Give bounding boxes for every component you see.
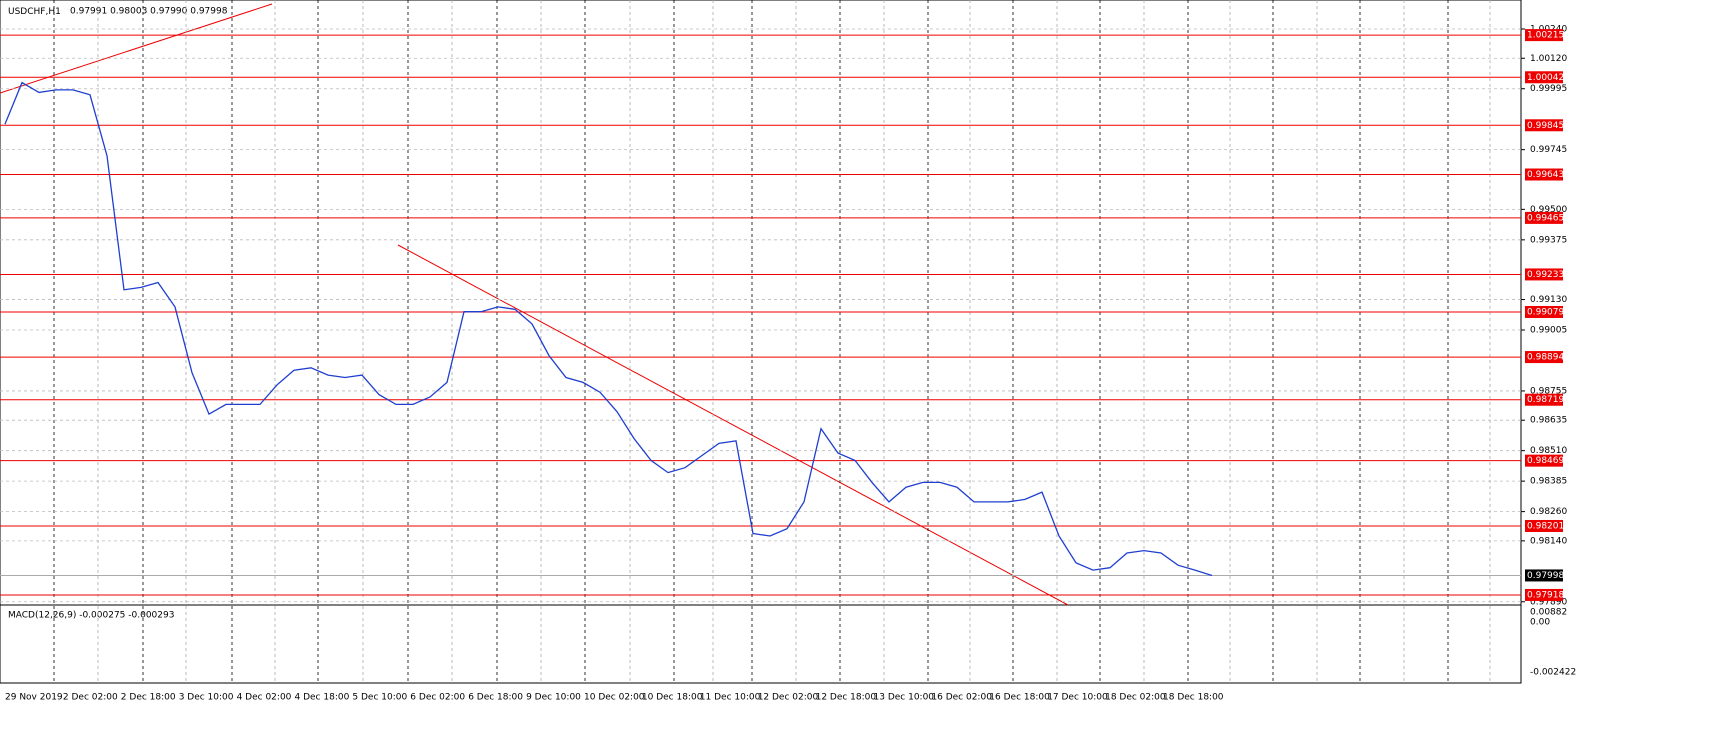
- x-label: 6 Dec 02:00: [410, 693, 465, 703]
- x-label: 12 Dec 18:00: [816, 693, 877, 703]
- trend-line: [397, 244, 1069, 606]
- level-label: 0.99079: [1527, 307, 1564, 317]
- y-tick-label: 0.99005: [1530, 326, 1567, 336]
- level-tag: [1525, 519, 1563, 532]
- x-label: 18 Dec 02:00: [1105, 693, 1166, 703]
- y-tick-label: 0.98140: [1530, 536, 1567, 546]
- level-tag: [1525, 588, 1563, 601]
- x-label: 12 Dec 02:00: [758, 693, 819, 703]
- plot-frame: [0, 0, 1522, 684]
- x-label: 11 Dec 10:00: [700, 693, 761, 703]
- symbol: USDCHF,H1: [8, 7, 61, 17]
- trend-line: [0, 3, 273, 94]
- level-label: 0.98201: [1527, 521, 1564, 531]
- level-label: 0.98719: [1527, 395, 1564, 405]
- current-tag: [1525, 569, 1563, 582]
- x-label: 9 Dec 10:00: [526, 693, 581, 703]
- y-tick-label: 0.99500: [1530, 205, 1567, 215]
- price-line: [4, 81, 1213, 577]
- level-tag: [1525, 454, 1563, 467]
- macd-label: MACD(12,26,9) -0.000275 -0.000293: [8, 611, 174, 621]
- x-label: 3 Dec 10:00: [179, 693, 234, 703]
- x-label: 5 Dec 10:00: [352, 693, 407, 703]
- level-label: 0.97918: [1527, 590, 1564, 600]
- x-label: 2 Dec 02:00: [63, 693, 118, 703]
- level-label: 1.00215: [1527, 31, 1564, 41]
- macd-tick: -0.002422: [1530, 668, 1576, 678]
- level-label: 0.99643: [1527, 170, 1564, 180]
- y-tick-label: 1.00120: [1530, 54, 1567, 64]
- level-tag: [1525, 168, 1563, 181]
- x-label: 18 Dec 18:00: [1163, 693, 1224, 703]
- x-label: 17 Dec 10:00: [1047, 693, 1108, 703]
- level-label: 0.99465: [1527, 213, 1564, 223]
- y-tick-label: 0.99375: [1530, 235, 1567, 245]
- x-label: 16 Dec 18:00: [989, 693, 1050, 703]
- y-tick-label: 0.98635: [1530, 416, 1567, 426]
- level-tag: [1525, 211, 1563, 224]
- level-tag: [1525, 268, 1563, 281]
- y-tick-label: 0.99995: [1530, 84, 1567, 94]
- x-label: 4 Dec 18:00: [295, 693, 350, 703]
- y-tick-label: 0.97890: [1530, 597, 1567, 607]
- level-tag: [1525, 71, 1563, 84]
- x-label: 16 Dec 02:00: [931, 693, 992, 703]
- current-label: 0.97998: [1527, 571, 1564, 581]
- y-tick-label: 0.99130: [1530, 295, 1567, 305]
- x-label: 10 Dec 02:00: [584, 693, 645, 703]
- quote: 0.97991 0.98003 0.97990 0.97998: [70, 7, 228, 17]
- level-label: 0.98894: [1527, 353, 1564, 363]
- x-label: 13 Dec 10:00: [874, 693, 935, 703]
- x-label: 6 Dec 18:00: [468, 693, 523, 703]
- level-label: 0.98469: [1527, 456, 1564, 466]
- level-tag: [1525, 305, 1563, 318]
- macd-tick: 0.00882: [1530, 608, 1567, 618]
- y-tick-label: 0.98385: [1530, 477, 1567, 487]
- x-label: 29 Nov 2019: [5, 693, 63, 703]
- y-tick-label: 0.98510: [1530, 446, 1567, 456]
- macd-tick: 0.00: [1530, 618, 1550, 628]
- level-label: 0.99233: [1527, 270, 1564, 280]
- x-label: 10 Dec 18:00: [642, 693, 703, 703]
- level-label: 1.00042: [1527, 73, 1564, 83]
- y-tick-label: 0.98755: [1530, 386, 1567, 396]
- level-tag: [1525, 119, 1563, 132]
- y-tick-label: 0.98260: [1530, 507, 1567, 517]
- level-label: 0.99845: [1527, 121, 1564, 131]
- x-label: 2 Dec 18:00: [121, 693, 176, 703]
- level-tag: [1525, 29, 1563, 42]
- y-tick-label: 0.99745: [1530, 145, 1567, 155]
- x-label: 4 Dec 02:00: [237, 693, 292, 703]
- level-tag: [1525, 393, 1563, 406]
- level-tag: [1525, 351, 1563, 364]
